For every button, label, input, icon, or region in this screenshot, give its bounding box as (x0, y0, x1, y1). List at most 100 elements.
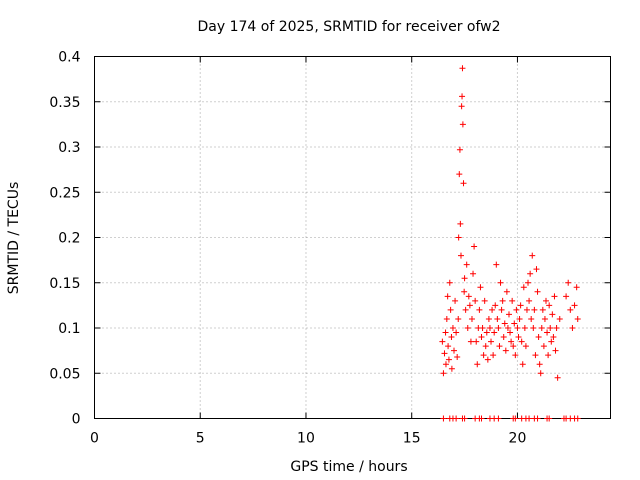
data-point (461, 415, 468, 422)
data-point (492, 302, 499, 309)
data-point (530, 325, 537, 331)
y-tick-label: 0.05 (49, 366, 80, 382)
data-point (549, 311, 556, 318)
data-point (452, 297, 459, 304)
data-point (521, 325, 528, 331)
y-tick-label: 0.15 (49, 276, 80, 292)
data-point (516, 315, 523, 322)
y-tick-label: 0.35 (49, 95, 80, 111)
data-point (527, 270, 534, 277)
x-tick-label: 10 (297, 431, 315, 447)
data-point (466, 302, 473, 309)
data-point (441, 350, 448, 357)
data-point (499, 297, 506, 304)
data-point (454, 353, 461, 360)
data-point (504, 325, 511, 331)
x-tick-label: 0 (90, 431, 99, 447)
data-point (523, 306, 530, 313)
data-point (478, 415, 485, 422)
data-point (459, 121, 466, 128)
data-point (453, 329, 460, 336)
data-point (540, 343, 547, 350)
data-point (460, 180, 467, 187)
data-point (459, 93, 466, 100)
data-point (522, 343, 529, 350)
data-point (467, 338, 474, 345)
data-point (539, 306, 546, 313)
data-point (573, 284, 580, 291)
ticks: 0 5 10 15 20 0 0.05 0.1 0.15 0.2 0.25 0.3 0.35 0.4 (49, 50, 611, 447)
data-point (503, 288, 510, 295)
x-tick-label: 15 (403, 431, 421, 447)
data-point (488, 338, 495, 345)
data-point (444, 293, 451, 300)
data-point (512, 415, 519, 422)
data-point (484, 356, 491, 363)
data-point (512, 352, 519, 359)
data-point (550, 334, 557, 341)
data-point (442, 361, 449, 368)
data-point (468, 315, 475, 322)
data-point (546, 415, 553, 422)
data-point (483, 329, 490, 336)
data-point (470, 270, 477, 277)
y-axis-label: SRMTID / TECUs (6, 182, 22, 295)
data-point (534, 288, 541, 295)
data-point (443, 315, 450, 322)
data-point (439, 338, 446, 345)
data-point (532, 352, 539, 359)
data-point (453, 415, 460, 422)
data-point (535, 334, 542, 341)
data-point (495, 325, 502, 331)
y-tick-label: 0.2 (58, 231, 80, 247)
data-point (571, 302, 578, 309)
data-point (509, 297, 516, 304)
data-point (546, 302, 553, 309)
data-point (440, 370, 447, 377)
data-point (462, 306, 469, 313)
data-point (554, 374, 561, 381)
data-point (534, 415, 541, 422)
chart-title: Day 174 of 2025, SRMTID for receiver ofw… (197, 19, 500, 35)
plot-frame (94, 56, 611, 419)
data-point (449, 325, 456, 331)
data-point (490, 352, 497, 359)
data-point (501, 320, 508, 327)
data-point (533, 266, 540, 273)
data-point (502, 347, 509, 354)
data-point (511, 320, 518, 327)
data-point (461, 275, 468, 282)
data-point (505, 311, 512, 318)
data-point (486, 325, 493, 331)
data-point (574, 415, 581, 422)
data-point (556, 315, 563, 322)
data-point (500, 334, 507, 341)
data-point (447, 306, 454, 313)
data-point (536, 361, 543, 368)
data-point (565, 279, 572, 286)
data-point (494, 315, 501, 322)
data-point (472, 297, 479, 304)
data-point (440, 415, 447, 422)
data-point (551, 293, 558, 300)
data-point (526, 297, 533, 304)
data-point (574, 315, 581, 322)
y-tick-label: 0.1 (58, 321, 80, 337)
data-point (456, 146, 463, 153)
data-point (567, 306, 574, 313)
data-point (457, 252, 464, 259)
data-point (448, 365, 455, 372)
y-tick-label: 0.3 (58, 140, 80, 156)
data-point (458, 103, 465, 110)
y-tick-label: 0.4 (58, 50, 80, 66)
data-point (531, 306, 538, 313)
data-point (476, 306, 483, 313)
data-point (520, 284, 527, 291)
data-point (545, 352, 552, 359)
data-point (471, 243, 478, 250)
data-point (510, 343, 517, 350)
data-point (514, 325, 521, 331)
data-point (563, 293, 570, 300)
data-point (526, 415, 533, 422)
data-point (442, 329, 449, 336)
